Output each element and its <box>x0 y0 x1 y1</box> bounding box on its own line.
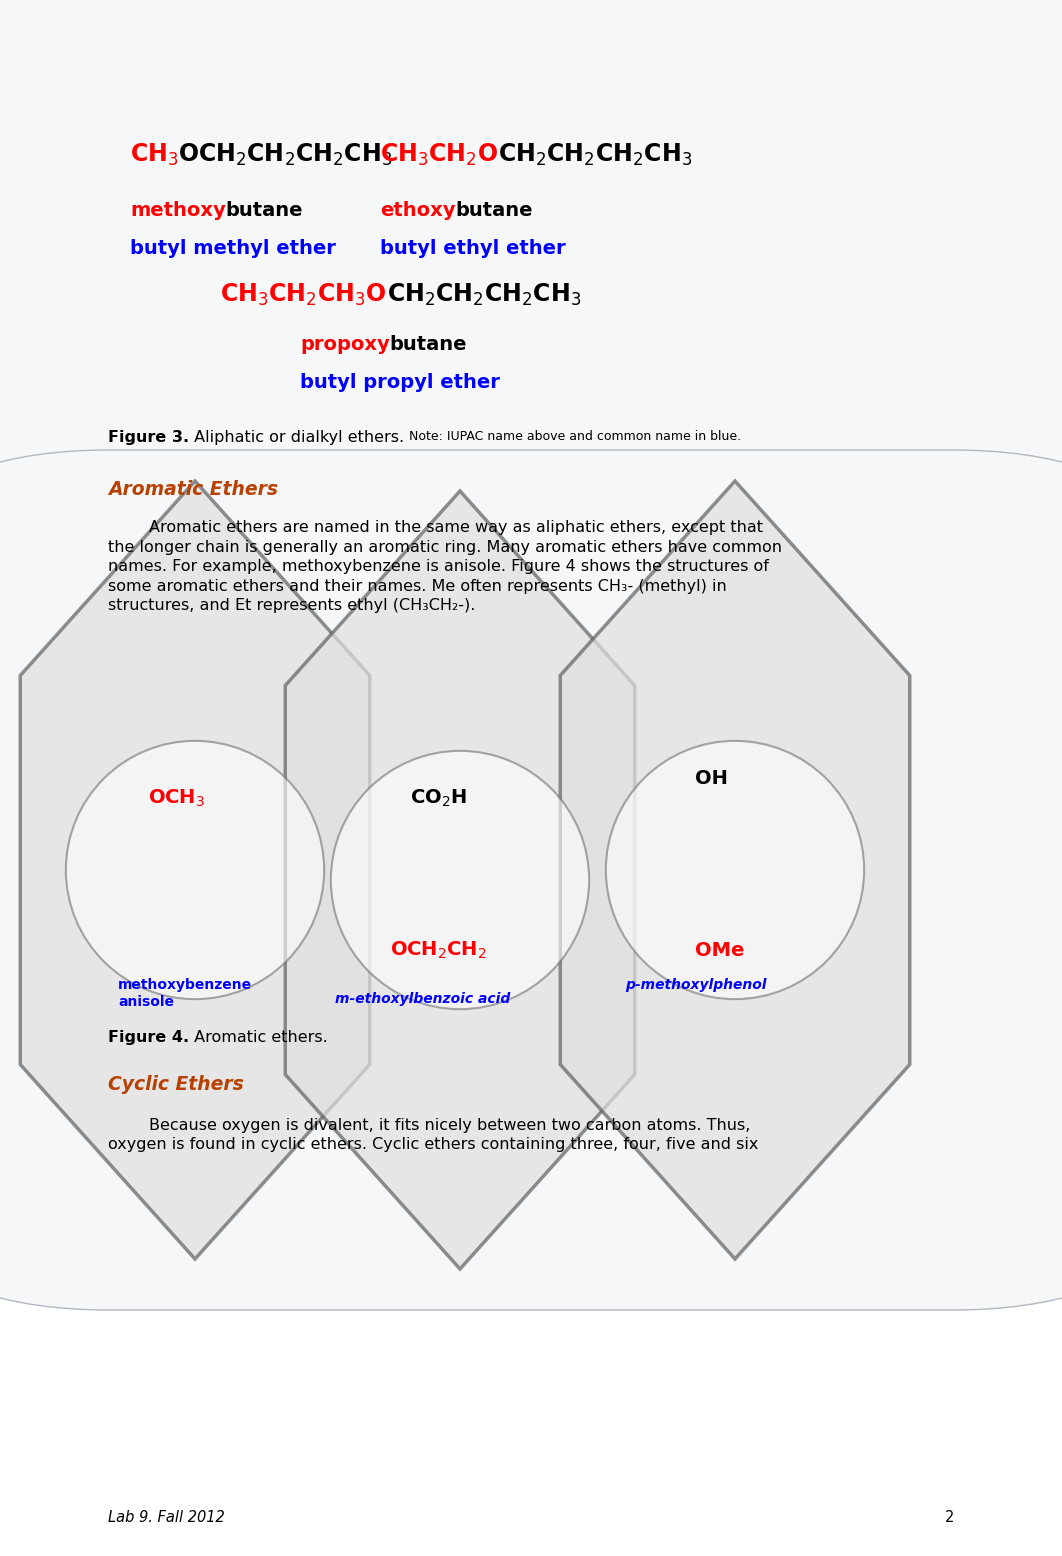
Circle shape <box>66 741 324 999</box>
Text: methoxybenzene: methoxybenzene <box>118 979 252 993</box>
Text: Aromatic ethers are named in the same way as aliphatic ethers, except that: Aromatic ethers are named in the same wa… <box>108 520 763 535</box>
Text: Cyclic Ethers: Cyclic Ethers <box>108 1075 244 1094</box>
Text: Figure 4.: Figure 4. <box>108 1030 189 1046</box>
Text: OCH$_2$CH$_2$CH$_2$CH$_3$: OCH$_2$CH$_2$CH$_2$CH$_3$ <box>178 142 393 168</box>
Text: 2: 2 <box>944 1509 954 1525</box>
Text: methoxy: methoxy <box>130 201 226 219</box>
Text: Figure 3.: Figure 3. <box>108 429 189 445</box>
Text: m‑ethoxylbenzoic acid: m‑ethoxylbenzoic acid <box>335 993 510 1007</box>
FancyBboxPatch shape <box>0 0 1062 710</box>
Text: butane: butane <box>456 201 533 219</box>
PathPatch shape <box>561 481 910 1259</box>
Text: CH$_2$CH$_2$CH$_2$CH$_3$: CH$_2$CH$_2$CH$_2$CH$_3$ <box>387 282 581 308</box>
Text: CH$_3$CH$_2$O: CH$_3$CH$_2$O <box>380 142 498 168</box>
Text: Aromatic ethers.: Aromatic ethers. <box>189 1030 328 1046</box>
FancyBboxPatch shape <box>0 450 1062 1310</box>
Text: propoxy: propoxy <box>299 336 390 355</box>
Text: OMe: OMe <box>695 940 744 960</box>
Text: Because oxygen is divalent, it fits nicely between two carbon atoms. Thus,: Because oxygen is divalent, it fits nice… <box>108 1119 751 1133</box>
Text: structures, and Et represents ethyl (CH₃CH₂-).: structures, and Et represents ethyl (CH₃… <box>108 598 476 613</box>
Text: butyl ethyl ether: butyl ethyl ether <box>380 238 566 257</box>
Text: CH$_3$CH$_2$CH$_3$O: CH$_3$CH$_2$CH$_3$O <box>220 282 387 308</box>
Text: OCH$_3$: OCH$_3$ <box>148 787 205 809</box>
Text: names. For example, methoxybenzene is anisole. Figure 4 shows the structures of: names. For example, methoxybenzene is an… <box>108 559 769 574</box>
Circle shape <box>605 741 864 999</box>
Text: CH$_2$CH$_2$CH$_2$CH$_3$: CH$_2$CH$_2$CH$_2$CH$_3$ <box>498 142 692 168</box>
Text: butyl propyl ether: butyl propyl ether <box>299 372 500 392</box>
Text: OH: OH <box>695 769 727 787</box>
Text: Lab 9. Fall 2012: Lab 9. Fall 2012 <box>108 1509 225 1525</box>
Text: butyl methyl ether: butyl methyl ether <box>130 238 336 257</box>
Text: Aliphatic or dialkyl ethers.: Aliphatic or dialkyl ethers. <box>189 429 409 445</box>
Text: some aromatic ethers and their names. Me often represents CH₃- (methyl) in: some aromatic ethers and their names. Me… <box>108 579 726 593</box>
Text: the longer chain is generally an aromatic ring. Many aromatic ethers have common: the longer chain is generally an aromati… <box>108 540 782 554</box>
PathPatch shape <box>20 481 370 1259</box>
Text: Note: IUPAC name above and common name in blue.: Note: IUPAC name above and common name i… <box>409 429 741 443</box>
Text: p‑methoxylphenol: p‑methoxylphenol <box>626 979 767 993</box>
Text: oxygen is found in cyclic ethers. Cyclic ethers containing three, four, five and: oxygen is found in cyclic ethers. Cyclic… <box>108 1137 758 1153</box>
Text: CO$_2$H: CO$_2$H <box>410 787 467 809</box>
Text: butane: butane <box>390 336 467 355</box>
Text: CH$_3$: CH$_3$ <box>130 142 178 168</box>
Text: OCH$_2$CH$_2$: OCH$_2$CH$_2$ <box>390 940 486 960</box>
Text: ethoxy: ethoxy <box>380 201 456 219</box>
Text: Aromatic Ethers: Aromatic Ethers <box>108 479 278 499</box>
Circle shape <box>331 752 589 1010</box>
Text: anisole: anisole <box>118 996 174 1010</box>
Text: butane: butane <box>226 201 304 219</box>
PathPatch shape <box>286 492 635 1270</box>
